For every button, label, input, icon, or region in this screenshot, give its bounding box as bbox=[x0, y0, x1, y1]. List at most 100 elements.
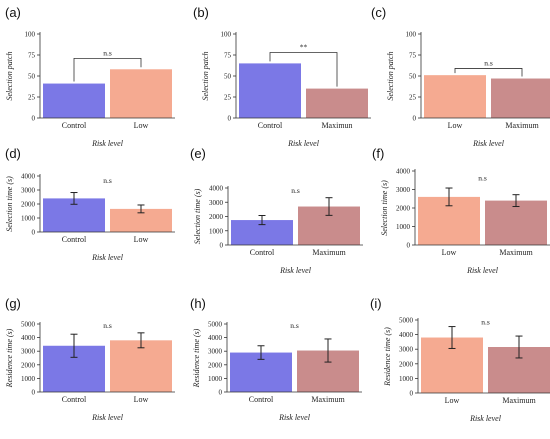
category-label: Maximun bbox=[321, 121, 352, 130]
bar-low bbox=[110, 208, 172, 232]
x-axis-title: Risk level bbox=[279, 266, 312, 275]
chart-panel: (d) Control Low 0 1000 2000 3000 4000 Selection … bbox=[5, 146, 175, 262]
y-tick-label: 100 bbox=[221, 31, 232, 39]
bar-maximun bbox=[306, 88, 368, 118]
bar-low bbox=[110, 340, 172, 392]
y-tick-label: 1000 bbox=[21, 215, 36, 223]
y-tick-label: 4000 bbox=[396, 168, 411, 176]
panel-letter: (b) bbox=[193, 5, 209, 20]
chart-panel: (f) Low Maximum 0 1000 2000 3000 4000 Selection … bbox=[372, 146, 550, 275]
bar-low bbox=[424, 75, 486, 118]
y-tick-label: 0 bbox=[32, 115, 36, 123]
y-tick-label: 50 bbox=[28, 73, 36, 81]
panel-letter: (g) bbox=[5, 296, 21, 311]
y-tick-label: 75 bbox=[28, 52, 36, 60]
y-tick-label: 5000 bbox=[21, 321, 36, 329]
y-tick-label: 1000 bbox=[208, 375, 223, 383]
category-label: Maximum bbox=[502, 396, 536, 405]
y-tick-label: 1000 bbox=[21, 375, 36, 383]
chart-panel: (i) Low Maximum 0 1000 2000 3000 4000 5000 Reside… bbox=[370, 296, 550, 423]
y-tick-label: 3000 bbox=[396, 186, 411, 194]
significance-label: n.s bbox=[481, 317, 490, 326]
panel-letter: (d) bbox=[5, 146, 21, 161]
category-label: Maximum bbox=[505, 121, 539, 130]
y-tick-label: 0 bbox=[413, 115, 417, 123]
y-axis-title: Selection time (s) bbox=[380, 180, 389, 236]
category-label: Control bbox=[62, 235, 87, 244]
bar-maximum bbox=[485, 200, 547, 245]
y-tick-label: 0 bbox=[410, 390, 414, 398]
category-label: Control bbox=[249, 395, 274, 404]
y-tick-label: 3000 bbox=[399, 346, 414, 354]
category-label: Low bbox=[134, 121, 149, 130]
chart-panel: (g) Control Low 0 1000 2000 3000 4000 5000 Reside… bbox=[5, 296, 175, 422]
y-tick-label: 100 bbox=[406, 31, 417, 39]
chart-panel: (c) Low Maximum 0 25 50 75 100 Selection patch Ri… bbox=[371, 5, 550, 148]
y-axis-title: Selection time (s) bbox=[5, 176, 14, 232]
significance-label: n.s bbox=[484, 58, 493, 67]
category-label: Maximum bbox=[311, 395, 345, 404]
panel-letter: (e) bbox=[190, 146, 206, 161]
y-tick-label: 4000 bbox=[209, 185, 224, 193]
bar-low bbox=[110, 69, 172, 118]
y-tick-label: 4000 bbox=[21, 334, 36, 342]
y-tick-label: 0 bbox=[219, 389, 223, 397]
y-tick-label: 50 bbox=[224, 73, 232, 81]
y-tick-label: 3000 bbox=[21, 348, 36, 356]
y-tick-label: 0 bbox=[228, 115, 232, 123]
x-axis-title: Risk level bbox=[91, 413, 124, 422]
y-tick-label: 2000 bbox=[209, 213, 224, 221]
category-label: Control bbox=[250, 248, 275, 257]
x-axis-title: Risk level bbox=[91, 139, 124, 148]
category-label: Control bbox=[62, 395, 87, 404]
significance-label: ** bbox=[300, 42, 308, 51]
significance-bracket bbox=[454, 68, 523, 77]
x-axis-title: Risk level bbox=[278, 413, 311, 422]
significance-label: n.s bbox=[290, 321, 299, 330]
y-tick-label: 25 bbox=[224, 94, 232, 102]
category-label: Low bbox=[134, 235, 149, 244]
chart-panel: (b) Control Maximun 0 25 50 75 100 Selection pat… bbox=[193, 5, 371, 148]
y-tick-label: 1000 bbox=[396, 223, 411, 231]
panel-letter: (h) bbox=[190, 296, 206, 311]
y-tick-label: 0 bbox=[32, 389, 36, 397]
y-tick-label: 75 bbox=[224, 52, 232, 60]
y-axis-title: Selection time (s) bbox=[193, 188, 202, 244]
panel-letter: (i) bbox=[370, 296, 382, 311]
significance-label: n.s bbox=[291, 186, 300, 195]
y-tick-label: 50 bbox=[409, 73, 417, 81]
category-label: Maximum bbox=[499, 248, 533, 257]
y-tick-label: 1000 bbox=[209, 227, 224, 235]
x-axis-title: Risk level bbox=[91, 253, 124, 262]
y-tick-label: 4000 bbox=[399, 331, 414, 339]
y-axis-title: Residence time (s) bbox=[5, 328, 14, 388]
panel-letter: (a) bbox=[5, 5, 21, 20]
x-axis-title: Risk level bbox=[466, 266, 499, 275]
category-label: Low bbox=[448, 121, 463, 130]
category-label: Low bbox=[134, 395, 149, 404]
category-label: Maximum bbox=[312, 248, 346, 257]
chart-panel: (e) Control Maximum 0 1000 2000 3000 4000 Select… bbox=[190, 146, 363, 275]
y-tick-label: 3000 bbox=[21, 187, 36, 195]
y-tick-label: 2000 bbox=[399, 360, 414, 368]
y-tick-label: 4000 bbox=[208, 334, 223, 342]
y-tick-label: 2000 bbox=[21, 201, 36, 209]
significance-label: n.s bbox=[103, 48, 112, 57]
y-tick-label: 1000 bbox=[399, 375, 414, 383]
y-tick-label: 25 bbox=[28, 94, 36, 102]
significance-bracket bbox=[269, 52, 338, 87]
y-tick-label: 3000 bbox=[208, 348, 223, 356]
x-axis-title: Risk level bbox=[469, 414, 502, 423]
bar-control bbox=[239, 63, 301, 118]
y-tick-label: 4000 bbox=[21, 173, 36, 181]
y-tick-label: 3000 bbox=[209, 199, 224, 207]
category-label: Control bbox=[62, 121, 87, 130]
bar-maximum bbox=[491, 78, 550, 118]
category-label: Low bbox=[445, 396, 460, 405]
significance-label: n.s bbox=[103, 176, 112, 185]
category-label: Low bbox=[442, 248, 457, 257]
chart-panel: (h) Control Maximum 0 1000 2000 3000 4000 5000 Re… bbox=[190, 296, 362, 422]
y-axis-title: Residence time (s) bbox=[192, 328, 201, 388]
y-tick-label: 75 bbox=[409, 52, 417, 60]
